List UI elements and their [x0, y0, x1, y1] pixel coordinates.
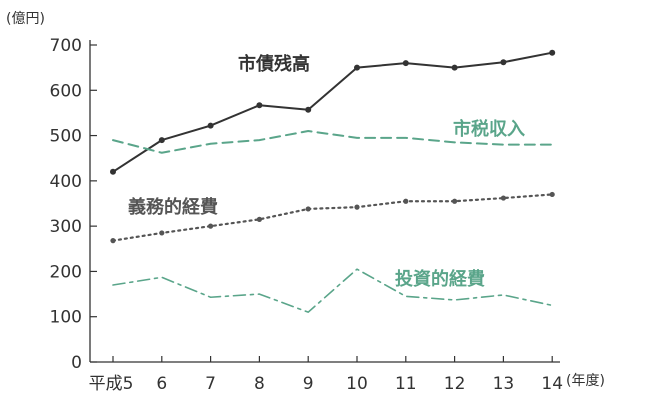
x-tick-label: 8: [254, 374, 265, 394]
data-point: [451, 64, 458, 71]
y-tick-label: 500: [50, 127, 82, 147]
data-point: [500, 59, 507, 66]
y-tick-label: 700: [50, 36, 82, 56]
series-line-0: [112, 51, 554, 173]
data-point: [452, 198, 458, 204]
data-point: [402, 60, 409, 67]
data-point: [549, 49, 556, 56]
series-label-debt: 市債残高: [238, 53, 310, 75]
x-tick-label: 平成5: [89, 374, 134, 394]
series-line-2: [111, 193, 554, 242]
data-point: [256, 102, 263, 109]
x-tick-labels: 平成5 6 7 8 9 10 11 12 13 14: [89, 356, 563, 394]
y-tick-label: 600: [50, 81, 82, 101]
x-tick-label: 12: [444, 374, 466, 394]
data-point: [403, 198, 409, 204]
y-tick-label: 100: [50, 308, 82, 328]
series-points: [110, 49, 556, 244]
series-label-mandatory-expenses: 義務的経費: [128, 196, 218, 218]
data-point: [549, 191, 555, 198]
y-tick-label: 0: [71, 353, 82, 373]
x-axis-unit-label: (年度): [566, 373, 605, 389]
data-point: [208, 223, 214, 229]
x-tick-label: 9: [303, 374, 314, 394]
y-tick-label: 400: [50, 172, 82, 192]
y-tick-label: 300: [50, 217, 82, 237]
x-tick-label: 11: [395, 374, 417, 394]
series-line-1: [112, 130, 554, 154]
data-point: [305, 106, 312, 113]
data-point: [110, 168, 116, 175]
series-lines: [111, 51, 554, 313]
x-tick-label: 14: [541, 374, 563, 394]
data-point: [500, 195, 506, 201]
data-point: [305, 206, 311, 212]
series-line-3: [112, 268, 554, 313]
data-point: [110, 238, 116, 244]
series-label-investment-expenses: 投資的経費: [395, 268, 485, 290]
y-tick-label: 200: [50, 262, 82, 282]
data-point: [207, 122, 214, 129]
data-point: [354, 64, 360, 71]
x-tick-label: 6: [156, 374, 167, 394]
axes: [89, 40, 560, 363]
x-tick-label: 13: [493, 374, 515, 394]
data-point: [354, 204, 360, 210]
series-label-tax-revenue: 市税収入: [453, 118, 525, 140]
y-tick-labels: 0 100 200 300 400 500 600 700: [50, 36, 97, 373]
y-axis-unit-label: (億円): [6, 11, 45, 27]
data-point: [256, 216, 262, 222]
series-labels: 市債残高 市税収入 義務的経費 投資的経費: [128, 53, 525, 290]
data-point: [158, 137, 165, 144]
data-point: [159, 230, 165, 236]
x-tick-label: 7: [205, 374, 216, 394]
x-tick-label: 10: [346, 374, 368, 394]
